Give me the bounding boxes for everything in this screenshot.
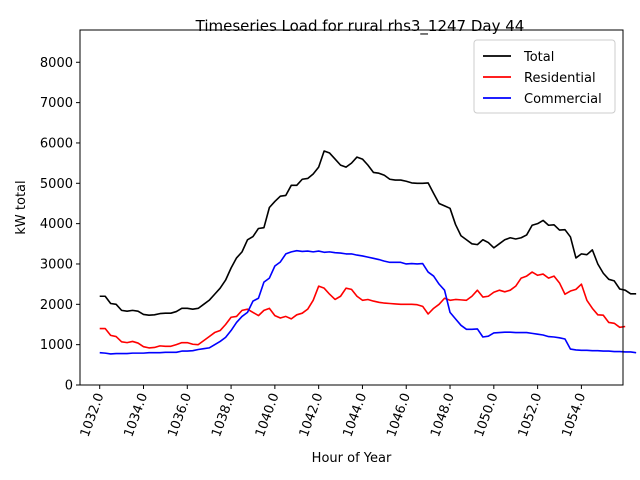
y-tick-label: 6000 xyxy=(40,136,73,151)
chart-title: Timeseries Load for rural rhs3_1247 Day … xyxy=(195,17,525,36)
legend-label-residential: Residential xyxy=(524,71,596,86)
legend: Total Residential Commercial xyxy=(473,39,616,114)
legend-label-total: Total xyxy=(523,50,554,65)
x-axis-title: Hour of Year xyxy=(312,451,392,466)
y-axis: 0 1000 2000 3000 4000 5000 6000 7000 8000 xyxy=(40,56,80,394)
y-tick-label: 1000 xyxy=(40,338,73,353)
y-tick-label: 3000 xyxy=(40,257,73,272)
plot-frame xyxy=(79,29,624,386)
y-tick-label: 2000 xyxy=(40,298,73,313)
series-line-residential xyxy=(99,271,626,349)
series-layer xyxy=(99,150,637,355)
y-axis-title: kW total xyxy=(14,180,29,234)
y-tick-label: 7000 xyxy=(40,96,73,111)
legend-box xyxy=(473,39,616,114)
legend-label-commercial: Commercial xyxy=(524,92,602,107)
y-tick-label: 5000 xyxy=(40,177,73,192)
y-tick-label: 8000 xyxy=(40,56,73,71)
y-tick-label: 4000 xyxy=(40,217,73,232)
series-line-total xyxy=(99,150,637,317)
y-tick-label: 0 xyxy=(65,379,73,394)
series-line-commercial xyxy=(99,249,637,355)
